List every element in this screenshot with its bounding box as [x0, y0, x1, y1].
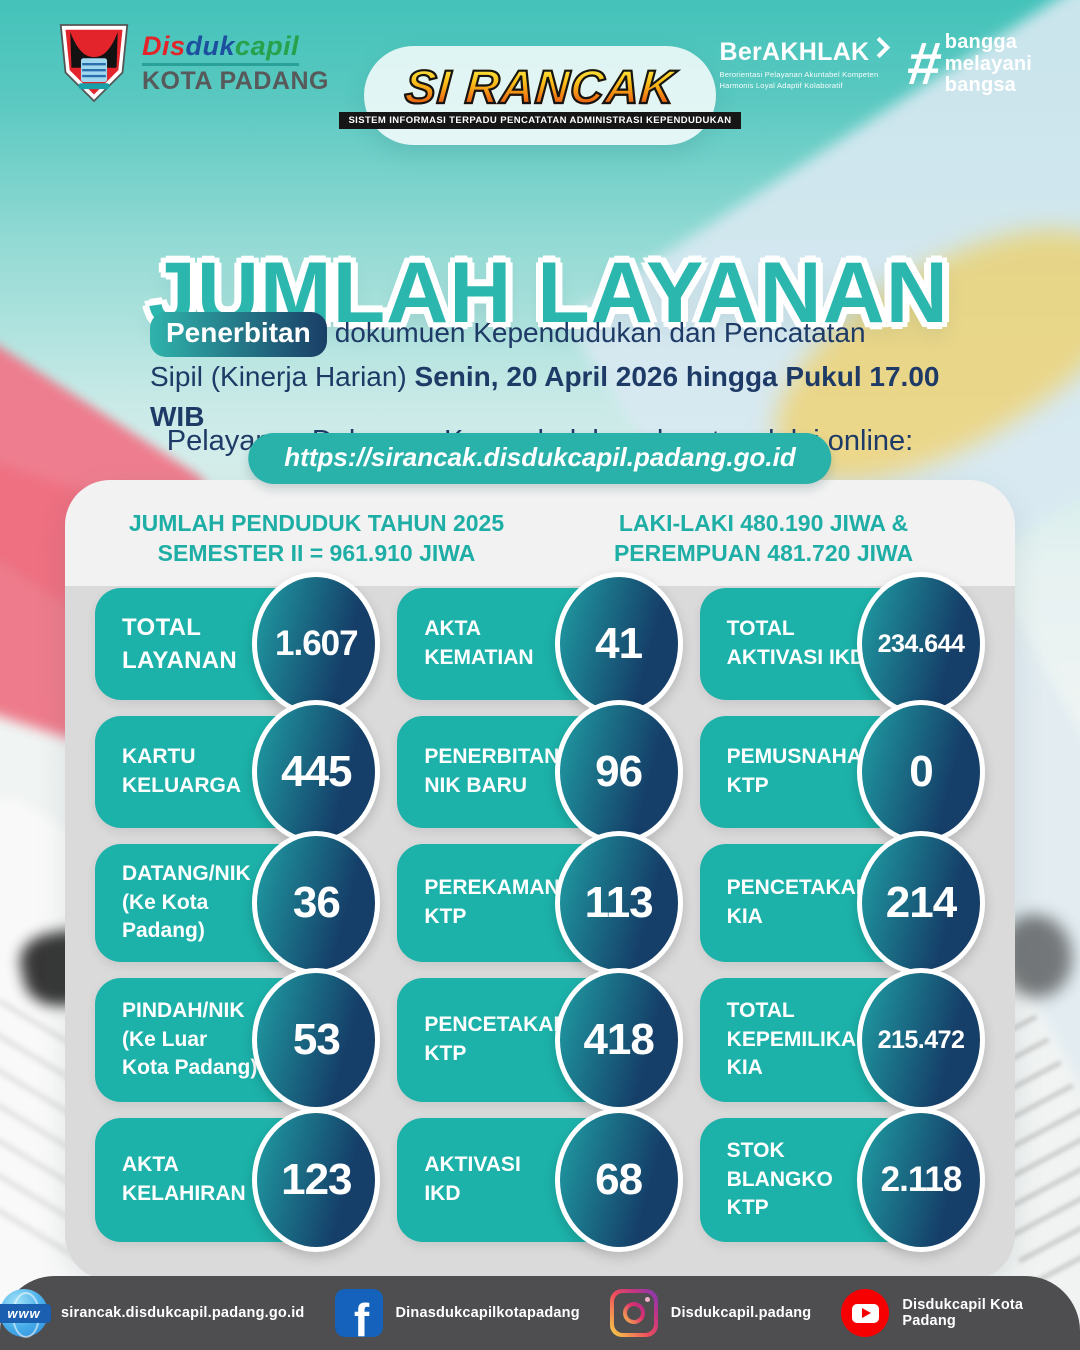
stat-value-bubble: 53 [252, 968, 381, 1112]
sirancak-tagline: SISTEM INFORMASI TERPADU PENCATATAN ADMI… [339, 111, 741, 129]
disdukcapil-wordmark: Disdukcapil [142, 31, 300, 66]
stat-value: 68 [595, 1155, 643, 1204]
youtube-icon [841, 1289, 890, 1337]
sirancak-wordmark: SI RANCAK [402, 58, 678, 113]
bangga-melayani-bangsa-logo: # bangga melayani bangsa [903, 30, 1032, 98]
stat-value-bubble: 215.472 [857, 968, 985, 1112]
stat-card-pencetakan-kia: PENCETAKAN KIA 214 [699, 831, 985, 975]
stat-value-bubble: 445 [252, 700, 381, 844]
stat-value-bubble: 1.607 [252, 572, 381, 716]
header-right-logos: BerAKHLAK Berorientasi Pelayanan Akuntab… [719, 30, 1032, 98]
stat-value: 36 [292, 878, 341, 927]
stat-value: 123 [281, 1155, 352, 1204]
stat-value: 1.607 [275, 624, 359, 663]
stat-value: 2.118 [880, 1160, 963, 1199]
stat-card-datang-nik: DATANG/NIK (Ke Kota Padang) 36 [95, 831, 381, 975]
stat-value: 41 [595, 619, 643, 668]
hashtag-icon: # [903, 30, 945, 98]
disdukcapil-city: KOTA PADANG [142, 66, 329, 95]
stat-card-total-kepemilikan-kia: TOTAL KEPEMILIKAN KIA 215.472 [699, 968, 985, 1112]
stat-value: 96 [595, 747, 643, 796]
stat-value: 445 [281, 747, 352, 796]
stat-card-stok-blangko-ktp: STOK BLANGKO KTP 2.118 [699, 1108, 985, 1252]
stat-card-akta-kematian: AKTA KEMATIAN 41 [397, 572, 683, 716]
stat-card-total-layanan: TOTAL LAYANAN 1.607 [95, 572, 381, 716]
stat-value-bubble: 214 [857, 831, 985, 975]
stat-value-bubble: 418 [554, 968, 683, 1112]
stats-panel: JUMLAH PENDUDUK TAHUN 2025 SEMESTER II =… [65, 480, 1015, 1280]
footer-youtube-link[interactable]: Disdukcapil Kota Padang [841, 1289, 1080, 1337]
stat-value-bubble: 2.118 [857, 1108, 985, 1252]
stat-value: 53 [292, 1015, 341, 1064]
stat-value: 234.644 [877, 629, 965, 658]
stat-value-bubble: 68 [554, 1108, 683, 1252]
berakhlak-tagline: Berorientasi Pelayanan Akuntabel Kompete… [719, 69, 879, 90]
website-globe-icon: www [0, 1289, 51, 1338]
padang-city-emblem-icon [59, 24, 129, 103]
instagram-icon [609, 1289, 658, 1337]
population-by-gender: LAKI-LAKI 480.190 JIWA & PEREMPUAN 481.7… [613, 509, 914, 566]
stat-card-pencetakan-ktp: PENCETAKAN KTP 418 [397, 968, 683, 1112]
stat-card-akta-kelahiran: AKTA KELAHIRAN 123 [95, 1108, 381, 1252]
stat-value-bubble: 96 [554, 700, 683, 844]
stat-value-bubble: 0 [857, 700, 985, 844]
stat-card-total-aktivasi-ikd: TOTAL AKTIVASI IKD 234.644 [699, 572, 985, 716]
stat-value-bubble: 36 [252, 831, 381, 975]
stat-value-bubble: 234.644 [857, 572, 985, 716]
stat-value: 214 [885, 878, 957, 927]
disdukcapil-logo: Disdukcapil KOTA PADANG [56, 22, 329, 104]
stats-panel-header: JUMLAH PENDUDUK TAHUN 2025 SEMESTER II =… [65, 480, 1015, 586]
facebook-icon: f [334, 1289, 383, 1337]
footer-facebook-link[interactable]: f Dinasdukcapilkotapadang [334, 1289, 580, 1337]
stat-card-aktivasi-ikd: AKTIVASI IKD 68 [397, 1108, 683, 1252]
stat-value: 113 [584, 878, 654, 927]
stat-card-kartu-keluarga: KARTU KELUARGA 445 [95, 700, 381, 844]
footer-website-link[interactable]: www sirancak.disdukcapil.padang.go.id [0, 1289, 305, 1338]
footer-instagram-link[interactable]: Disdukcapil.padang [609, 1289, 812, 1337]
berakhlak-logo: BerAKHLAK Berorientasi Pelayanan Akuntab… [719, 36, 891, 92]
sirancak-logo: SI RANCAK SISTEM INFORMASI TERPADU PENCA… [339, 46, 741, 145]
stat-value-bubble: 113 [554, 831, 683, 975]
hero-description: Penerbitan dokumuen Kependudukan dan Penc… [150, 312, 990, 436]
stat-value: 215.472 [877, 1025, 965, 1054]
stat-value: 0 [909, 747, 934, 796]
stat-card-penerbitan-nik-baru: PENERBITAN NIK BARU 96 [397, 700, 683, 844]
stat-card-perekaman-ktp: PEREKAMAN KTP 113 [397, 831, 683, 975]
chevron-right-icon [869, 36, 891, 58]
penerbitan-badge: Penerbitan [150, 312, 327, 357]
stats-grid: TOTAL LAYANAN 1.607 AKTA KEMATIAN 41 TOT… [95, 572, 985, 1252]
stat-card-pemusnahan-ktp: PEMUSNAHAN KTP 0 [699, 700, 985, 844]
stat-value-bubble: 41 [554, 572, 683, 716]
stat-value: 418 [583, 1015, 654, 1064]
stat-card-pindah-nik: PINDAH/NIK (Ke Luar Kota Padang) 53 [95, 968, 381, 1112]
sirancak-url-button[interactable]: https://sirancak.disdukcapil.padang.go.i… [248, 433, 832, 484]
stat-value-bubble: 123 [252, 1108, 381, 1252]
footer-bar: www sirancak.disdukcapil.padang.go.id f … [0, 1276, 1080, 1350]
population-total: JUMLAH PENDUDUK TAHUN 2025 SEMESTER II =… [128, 509, 505, 566]
